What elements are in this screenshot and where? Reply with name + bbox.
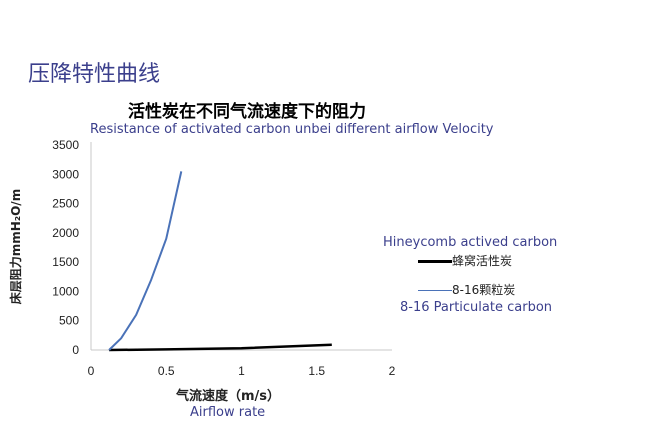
x-tick-label: 2	[389, 364, 396, 378]
slide-title: 压降特性曲线	[28, 62, 161, 87]
y-tick-label: 2000	[52, 226, 79, 240]
chart-title: 活性炭在不同气流速度下的阻力	[128, 102, 366, 122]
legend-swatch-black	[418, 260, 452, 263]
y-tick-label: 2500	[52, 197, 79, 211]
x-tick-label: 1	[238, 364, 245, 378]
y-tick-label: 3500	[52, 138, 79, 152]
legend-label: 8-16颗粒炭	[452, 283, 516, 297]
x-tick-label: 1.5	[308, 364, 325, 378]
chart-subtitle: Resistance of activated carbon unbei dif…	[90, 122, 494, 137]
x-axis-label: 气流速度（m/s）	[176, 389, 281, 404]
series-line-0	[109, 343, 332, 352]
y-tick-label: 0	[72, 343, 79, 357]
legend-label: 蜂窝活性炭	[452, 254, 513, 268]
legend-item-honeycomb: 蜂窝活性炭	[418, 252, 512, 269]
y-tick-label: 1000	[52, 284, 79, 298]
legend-footer: 8-16 Particulate carbon	[400, 300, 553, 315]
legend-header: Hineycomb actived carbon	[383, 235, 558, 250]
legend-item-particulate: 8-16颗粒炭	[418, 281, 515, 298]
x-axis-label-en: Airflow rate	[190, 405, 266, 420]
x-tick-label: 0	[88, 364, 95, 378]
legend-swatch-blue	[418, 289, 452, 292]
x-tick-label: 0.5	[158, 364, 175, 378]
y-tick-label: 1500	[52, 255, 79, 269]
y-tick-label: 500	[59, 314, 79, 328]
series-line-1	[108, 171, 183, 351]
y-tick-label: 3000	[52, 167, 79, 181]
